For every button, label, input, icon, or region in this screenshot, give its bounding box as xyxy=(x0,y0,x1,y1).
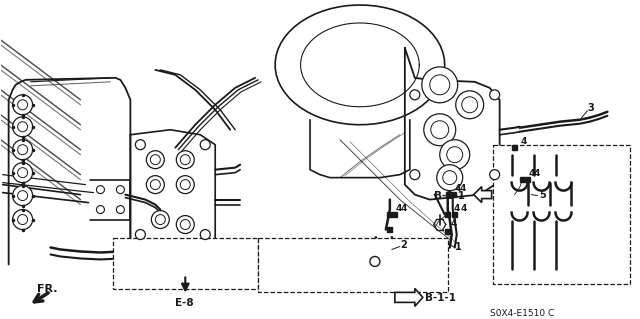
Bar xyxy=(387,227,392,232)
Text: 4: 4 xyxy=(460,184,466,193)
Bar xyxy=(493,145,630,285)
Text: 2: 2 xyxy=(400,240,406,249)
Circle shape xyxy=(147,176,164,194)
Circle shape xyxy=(136,230,145,240)
Text: 4: 4 xyxy=(451,219,457,228)
Bar xyxy=(512,145,517,150)
Circle shape xyxy=(13,163,33,182)
Circle shape xyxy=(136,140,145,150)
Circle shape xyxy=(176,216,195,234)
Text: 3: 3 xyxy=(588,103,594,113)
Text: B-1-1: B-1-1 xyxy=(434,190,465,201)
Circle shape xyxy=(180,180,190,189)
Circle shape xyxy=(180,219,190,230)
Circle shape xyxy=(18,215,28,225)
Bar xyxy=(258,238,448,293)
Text: S0X4-E1510 C: S0X4-E1510 C xyxy=(490,309,554,318)
Bar xyxy=(452,212,457,217)
Circle shape xyxy=(97,186,104,194)
Circle shape xyxy=(13,140,33,160)
Polygon shape xyxy=(395,288,423,306)
Circle shape xyxy=(13,95,33,115)
Circle shape xyxy=(443,171,457,185)
Circle shape xyxy=(18,191,28,201)
Text: 1: 1 xyxy=(455,242,461,253)
Text: 4: 4 xyxy=(520,137,527,146)
Circle shape xyxy=(18,100,28,110)
Circle shape xyxy=(156,215,165,225)
Circle shape xyxy=(447,147,463,163)
Circle shape xyxy=(147,151,164,169)
Bar xyxy=(446,192,451,197)
Circle shape xyxy=(410,90,420,100)
Bar xyxy=(520,177,525,182)
Text: 5: 5 xyxy=(540,189,547,200)
Circle shape xyxy=(176,151,195,169)
Circle shape xyxy=(461,97,477,113)
Circle shape xyxy=(424,114,456,146)
Circle shape xyxy=(18,122,28,132)
Circle shape xyxy=(440,140,470,170)
Text: 4: 4 xyxy=(455,184,461,193)
Text: 4: 4 xyxy=(534,169,540,178)
Polygon shape xyxy=(474,187,492,203)
Bar xyxy=(113,238,258,289)
Bar xyxy=(445,229,450,234)
Circle shape xyxy=(180,155,190,165)
Circle shape xyxy=(150,155,161,165)
Circle shape xyxy=(490,170,500,180)
Circle shape xyxy=(200,140,210,150)
Circle shape xyxy=(200,230,210,240)
Text: E-8: E-8 xyxy=(175,298,194,308)
Circle shape xyxy=(13,210,33,230)
Circle shape xyxy=(18,145,28,155)
Circle shape xyxy=(151,211,170,228)
Text: 4: 4 xyxy=(396,204,402,213)
Bar xyxy=(451,192,456,197)
Text: 4: 4 xyxy=(529,169,535,178)
Circle shape xyxy=(116,186,124,194)
Circle shape xyxy=(13,117,33,137)
Circle shape xyxy=(490,90,500,100)
Text: 4: 4 xyxy=(401,204,407,213)
Circle shape xyxy=(422,67,458,103)
Text: FR.: FR. xyxy=(36,285,57,294)
Text: 4: 4 xyxy=(454,204,460,213)
Circle shape xyxy=(116,205,124,213)
Circle shape xyxy=(150,180,161,189)
Text: 4: 4 xyxy=(461,204,467,213)
Circle shape xyxy=(436,165,463,191)
Circle shape xyxy=(13,186,33,205)
Bar xyxy=(387,212,392,217)
Circle shape xyxy=(430,75,450,95)
Circle shape xyxy=(370,256,380,266)
Circle shape xyxy=(176,176,195,194)
Polygon shape xyxy=(275,5,445,125)
Circle shape xyxy=(410,170,420,180)
Bar xyxy=(445,212,450,217)
Text: B-1-1: B-1-1 xyxy=(425,293,456,303)
Bar xyxy=(525,177,530,182)
Circle shape xyxy=(456,91,484,119)
Circle shape xyxy=(97,205,104,213)
Bar xyxy=(392,212,397,217)
Circle shape xyxy=(18,168,28,178)
Circle shape xyxy=(431,121,449,139)
